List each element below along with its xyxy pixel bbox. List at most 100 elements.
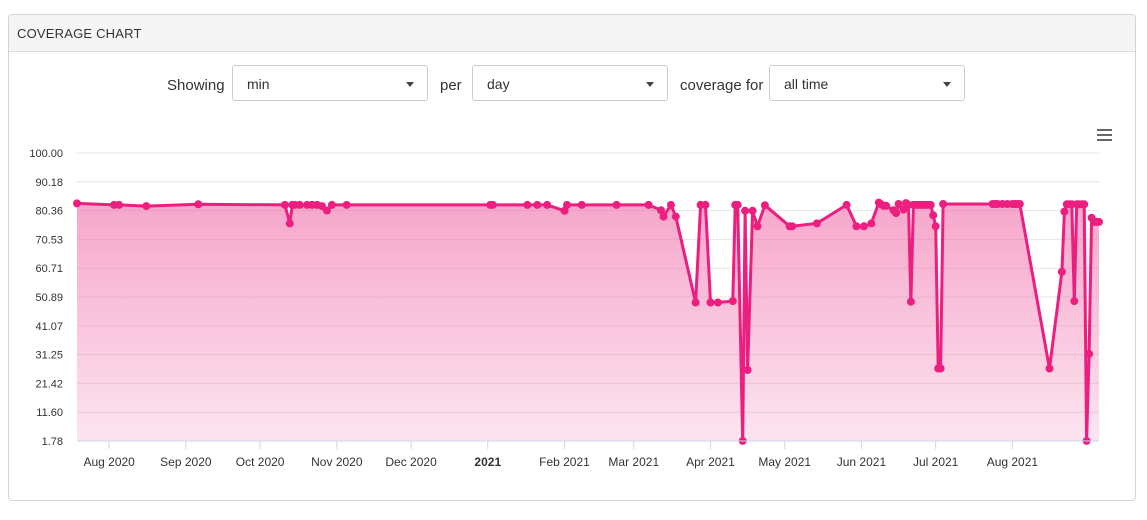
y-tick-label: 70.53 xyxy=(35,234,63,246)
data-point xyxy=(488,200,497,209)
x-tick-label: Jul 2021 xyxy=(913,455,959,469)
x-tick-label: Mar 2021 xyxy=(608,455,659,469)
x-tick-label: Apr 2021 xyxy=(686,455,735,469)
data-point xyxy=(280,200,289,209)
chevron-down-icon xyxy=(406,82,414,87)
data-point xyxy=(543,200,552,209)
data-point xyxy=(1070,297,1079,306)
range-select-value: all time xyxy=(784,76,829,92)
x-tick-label: Jun 2021 xyxy=(837,455,887,469)
x-tick-label: Oct 2020 xyxy=(236,455,285,469)
panel-header: COVERAGE CHART xyxy=(9,15,1135,52)
x-tick-label: Aug 2021 xyxy=(987,455,1039,469)
data-point xyxy=(728,297,737,306)
data-point xyxy=(533,200,542,209)
data-point xyxy=(142,202,151,211)
data-point xyxy=(671,212,680,221)
data-point xyxy=(741,206,750,215)
data-point xyxy=(753,222,762,231)
chevron-down-icon xyxy=(943,82,951,87)
per-label: per xyxy=(440,77,462,94)
data-point xyxy=(733,200,742,209)
data-point xyxy=(1060,207,1069,216)
data-point xyxy=(523,200,532,209)
data-point xyxy=(1080,200,1089,209)
data-point xyxy=(812,219,821,228)
period-select[interactable]: day xyxy=(472,65,668,101)
data-point xyxy=(659,212,668,221)
series-area xyxy=(77,202,1099,441)
panel-title: COVERAGE CHART xyxy=(17,25,142,41)
data-point xyxy=(748,206,757,215)
x-tick-label: 2021 xyxy=(474,455,501,469)
data-point xyxy=(852,222,861,231)
data-point xyxy=(760,201,769,210)
coverage-chart: 100.00 90.18 80.36 70.53 60.71 50.89 41.07 31.2… xyxy=(29,148,1103,469)
data-point xyxy=(691,298,700,307)
data-point xyxy=(327,200,336,209)
data-point xyxy=(666,200,675,209)
data-point xyxy=(285,219,294,228)
x-tick-label: Nov 2020 xyxy=(311,455,363,469)
y-tick-label: 60.71 xyxy=(35,263,63,275)
data-point xyxy=(706,298,715,307)
data-point xyxy=(939,200,948,208)
data-point xyxy=(1085,349,1094,358)
data-point xyxy=(842,200,851,209)
y-tick-label: 21.42 xyxy=(35,378,63,390)
x-tick-label: Feb 2021 xyxy=(539,455,590,469)
y-tick-label: 11.60 xyxy=(36,407,63,419)
y-tick-label: 80.36 xyxy=(35,206,63,218)
data-point xyxy=(295,200,304,209)
y-tick-label: 1.78 xyxy=(42,436,63,448)
metric-select[interactable]: min xyxy=(232,65,428,101)
data-point xyxy=(1095,217,1103,226)
y-tick-label: 41.07 xyxy=(35,321,63,333)
data-point xyxy=(322,206,331,215)
data-point xyxy=(1015,200,1024,208)
data-point xyxy=(194,200,203,209)
x-tick-label: Dec 2020 xyxy=(385,455,437,469)
data-point xyxy=(644,200,653,209)
data-point xyxy=(1045,364,1054,373)
y-tick-label: 31.25 xyxy=(35,350,63,362)
chart-controls: Showing min per day coverage for all tim… xyxy=(9,65,1135,105)
metric-select-value: min xyxy=(247,76,270,92)
data-point xyxy=(894,200,903,208)
data-point xyxy=(936,364,945,373)
data-point xyxy=(342,200,351,209)
y-tick-label: 90.18 xyxy=(35,177,63,189)
coverage-for-label: coverage for xyxy=(680,77,764,94)
data-point xyxy=(892,209,901,218)
data-point xyxy=(882,201,891,210)
hamburger-menu-icon[interactable] xyxy=(1097,129,1113,141)
data-point xyxy=(926,200,935,209)
data-point xyxy=(563,200,571,209)
range-select[interactable]: all time xyxy=(769,65,965,101)
period-select-value: day xyxy=(487,76,510,92)
data-point xyxy=(899,205,908,214)
x-tick-label: Sep 2020 xyxy=(160,455,212,469)
data-point xyxy=(743,366,752,374)
chevron-down-icon xyxy=(646,82,654,87)
data-point xyxy=(867,219,876,228)
data-point xyxy=(73,199,81,208)
data-point xyxy=(713,298,722,307)
data-point xyxy=(612,200,621,209)
data-point xyxy=(701,200,710,209)
y-tick-label: 50.89 xyxy=(35,292,63,304)
x-tick-label: Aug 2020 xyxy=(83,455,135,469)
data-point xyxy=(788,222,797,231)
x-tick-label: May 2021 xyxy=(758,455,811,469)
showing-label: Showing xyxy=(167,77,225,94)
data-point xyxy=(929,211,938,220)
data-point xyxy=(577,200,586,209)
data-point xyxy=(1057,267,1066,276)
y-tick-label: 100.00 xyxy=(29,148,63,160)
data-point xyxy=(931,222,940,231)
data-point xyxy=(115,200,124,209)
data-point xyxy=(906,297,915,306)
coverage-chart-panel: COVERAGE CHART Showing min per day cover… xyxy=(8,14,1136,501)
data-point xyxy=(859,222,868,231)
data-point xyxy=(657,206,665,215)
